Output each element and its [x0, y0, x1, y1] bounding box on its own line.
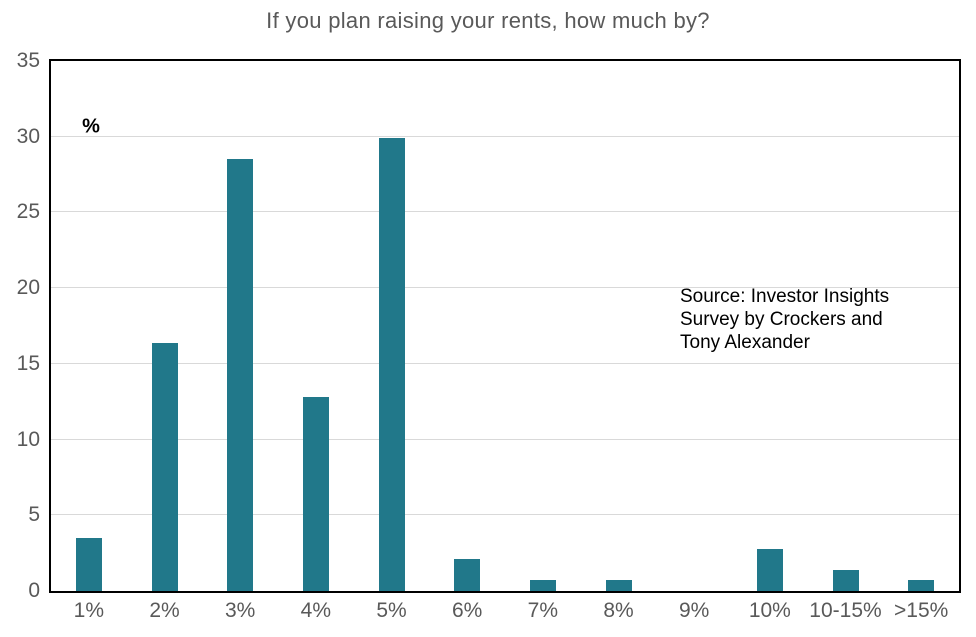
bar-3pct — [227, 159, 254, 591]
source-line-3: Tony Alexander — [680, 332, 810, 353]
x-axis-tick-9pct: 9% — [678, 599, 710, 622]
y-axis-tick-25: 25 — [16, 200, 40, 224]
bar-15pct — [908, 580, 935, 591]
gridline-5 — [51, 514, 959, 516]
y-axis-tick-35: 35 — [16, 49, 40, 72]
bar-1015pct — [832, 569, 859, 591]
x-axis-tick-6pct: 6% — [451, 599, 483, 622]
x-axis-tick-1015pct: 10-15% — [809, 599, 882, 622]
x-axis-tick-8pct: 8% — [603, 599, 634, 622]
y-axis-tick-30: 30 — [16, 124, 40, 148]
gridline-20 — [51, 287, 959, 289]
x-axis-tick-7pct: 7% — [527, 599, 559, 622]
chart-title: If you plan raising your rents, how much… — [266, 8, 710, 33]
x-axis-tick-15pct: >15% — [894, 599, 949, 622]
x-axis-tick-4pct: 4% — [300, 599, 332, 622]
source-line-2: Survey by Crockers and — [680, 309, 883, 330]
x-axis-tick-labels: 1% 2% 3% 4% 5% 6% 7% 8% 9% 10% 10-15% >15% — [51, 599, 959, 629]
plot-area: % Source: Investor Insights Survey by Cr… — [49, 59, 961, 593]
y-axis-tick-20: 20 — [16, 276, 40, 300]
bar-7pct — [529, 580, 556, 591]
source-line-1: Source: Investor Insights — [680, 286, 890, 307]
bar-2pct — [151, 342, 178, 591]
x-axis-tick-5pct: 5% — [376, 599, 407, 622]
y-axis-tick-10: 10 — [16, 427, 40, 451]
gridline-15 — [51, 362, 959, 364]
bar-10pct — [756, 548, 783, 591]
bar-6pct — [454, 559, 481, 591]
source-annotation: Source: Investor Insights Survey by Croc… — [680, 285, 889, 354]
gridline-25 — [51, 211, 959, 213]
y-axis-tick-0: 0 — [28, 579, 40, 602]
bar-8pct — [605, 580, 632, 591]
bar-1pct — [75, 538, 102, 591]
gridline-10 — [51, 438, 959, 440]
x-axis-tick-10pct: 10% — [748, 599, 791, 622]
x-axis-tick-3pct: 3% — [224, 599, 256, 622]
y-axis-tick-5: 5 — [28, 503, 40, 527]
gridline-30 — [51, 135, 959, 137]
y-axis-unit-label: % — [82, 115, 100, 138]
x-axis-tick-1pct: 1% — [73, 599, 105, 622]
bar-5pct — [378, 138, 405, 591]
bar-4pct — [302, 397, 329, 591]
x-axis-tick-2pct: 2% — [149, 599, 180, 622]
y-axis-tick-15: 15 — [16, 351, 40, 375]
